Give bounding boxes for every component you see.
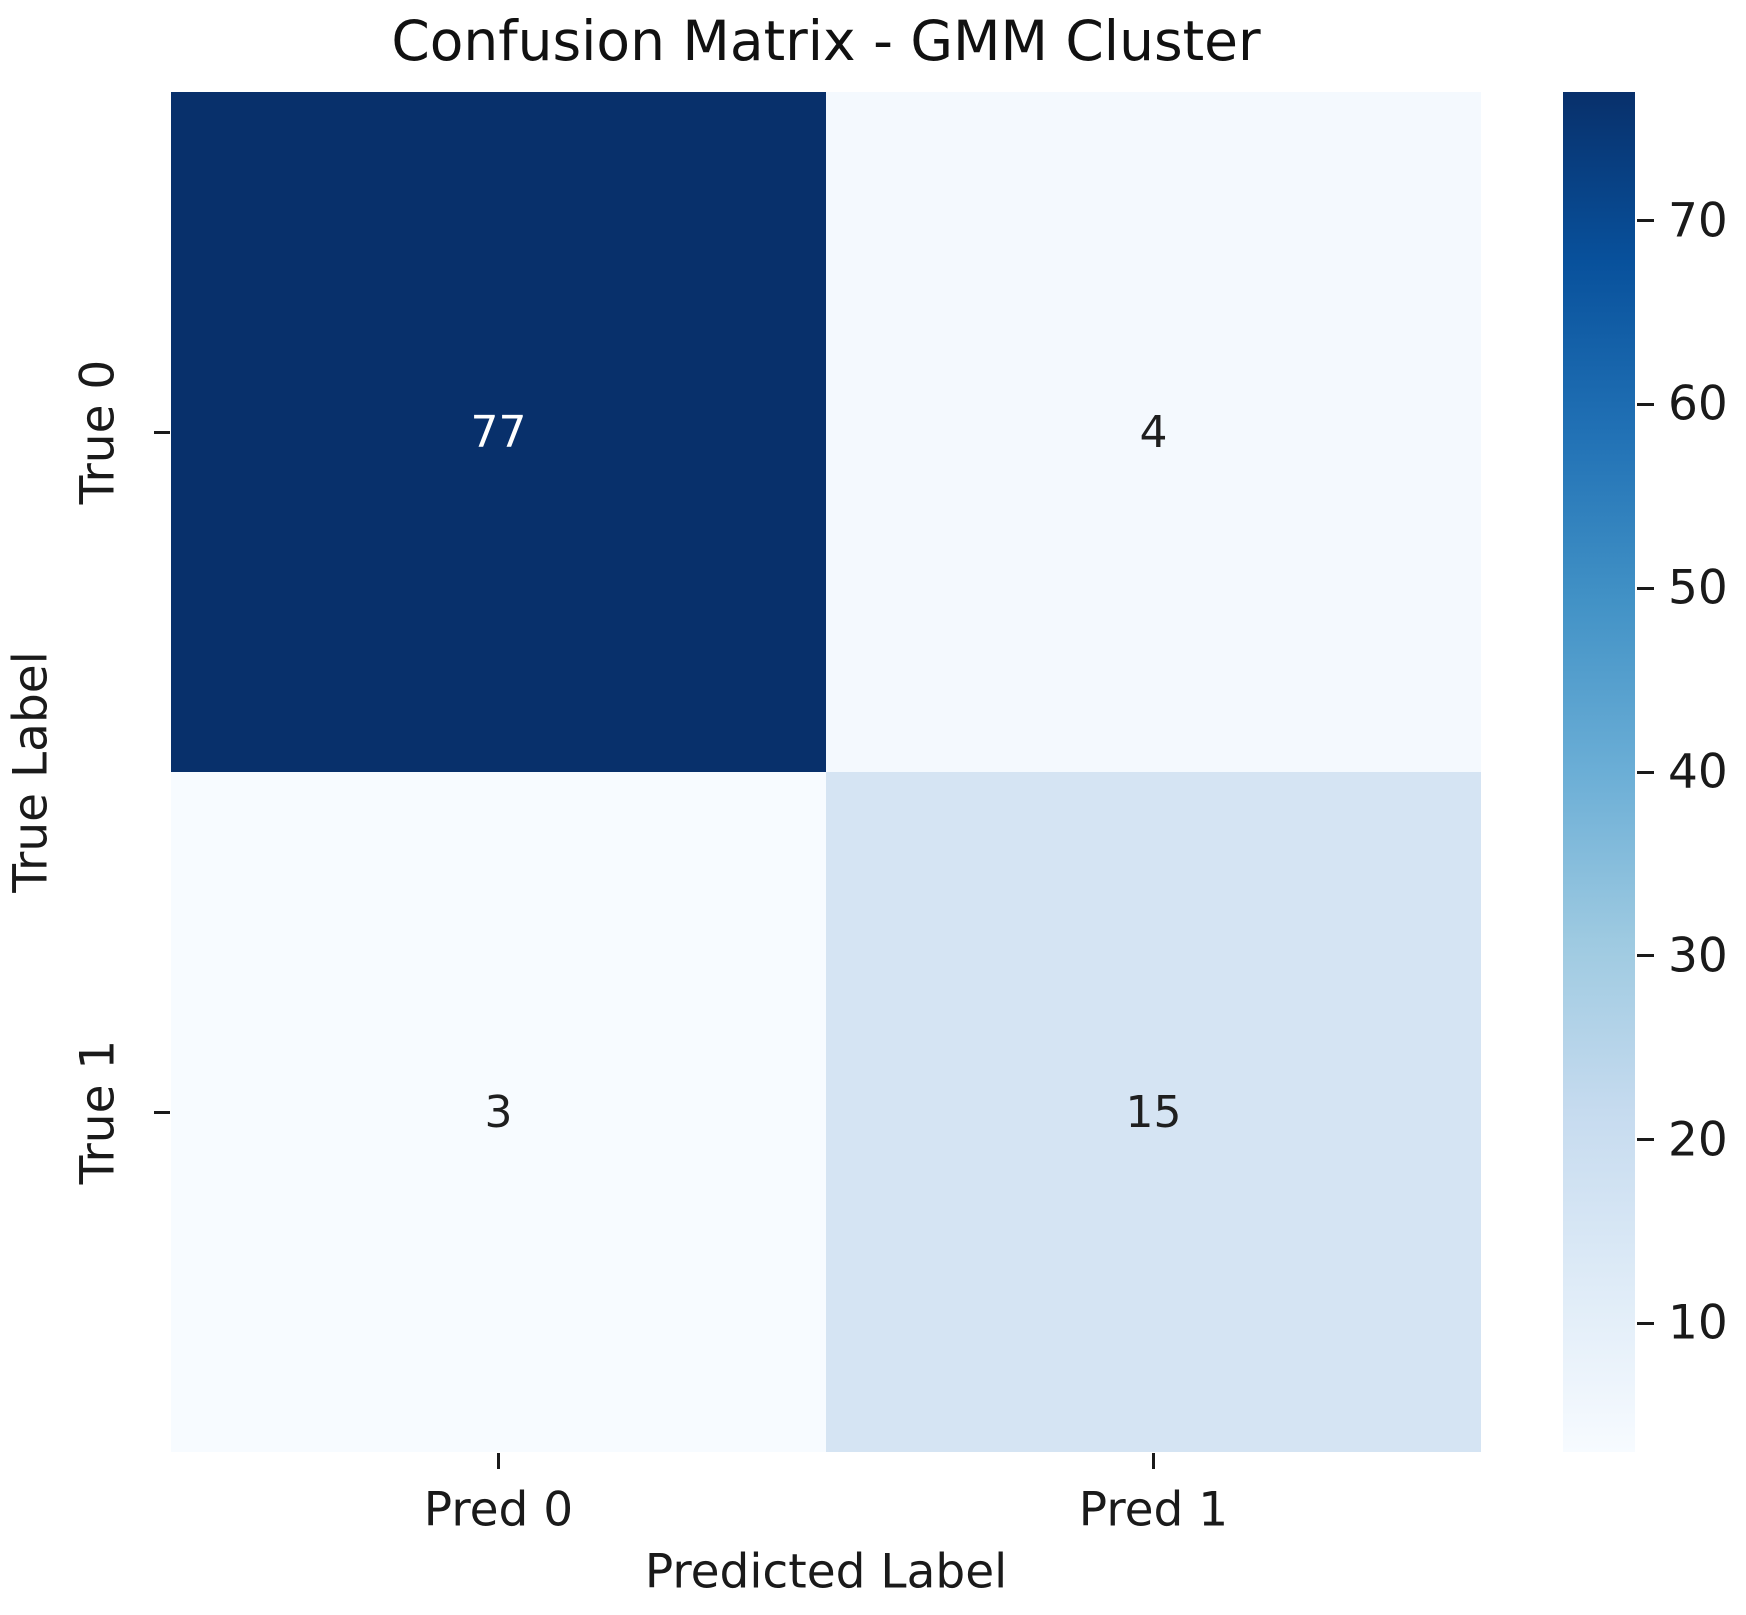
colorbar-tickmark	[1637, 219, 1654, 223]
y-axis-label: True Label	[3, 651, 59, 893]
heatmap-cell-r1c1: 15	[826, 772, 1481, 1452]
colorbar: 70 60 50 40 30 20 10	[1563, 92, 1728, 1452]
y-axis-tick-label: True 0	[70, 359, 126, 505]
y-axis-tick-label: True 1	[70, 1039, 126, 1185]
x-axis-tickmark	[1152, 1453, 1155, 1469]
heatmap-cell-r0c0: 77	[171, 92, 826, 772]
x-axis-tickmark	[497, 1453, 500, 1469]
y-axis-tickmark	[154, 430, 170, 434]
colorbar-tick-label: 50	[1668, 560, 1728, 616]
x-axis-tick-label: Pred 0	[423, 1482, 574, 1538]
colorbar-tick-label: 70	[1668, 193, 1728, 249]
colorbar-tick-label: 10	[1668, 1295, 1728, 1351]
colorbar-tickmark	[1637, 1138, 1654, 1142]
x-axis-tick-label: Pred 1	[1078, 1482, 1229, 1538]
colorbar-tickmark	[1637, 1321, 1654, 1325]
y-axis-tickmark	[154, 1110, 170, 1114]
colorbar-tick-label: 60	[1668, 376, 1728, 432]
chart-title: Confusion Matrix - GMM Cluster	[391, 9, 1261, 73]
colorbar-tickmark	[1637, 586, 1654, 590]
heatmap-grid: 77 4 3 15	[171, 92, 1481, 1452]
colorbar-gradient	[1563, 92, 1635, 1452]
colorbar-tickmark	[1637, 770, 1654, 774]
heatmap-cell-r1c0: 3	[171, 772, 826, 1452]
heatmap-cell-r0c1: 4	[826, 92, 1481, 772]
colorbar-tick-label: 30	[1668, 928, 1728, 984]
colorbar-tickmark	[1637, 402, 1654, 406]
colorbar-tick-label: 40	[1668, 744, 1728, 800]
colorbar-tickmark	[1637, 954, 1654, 958]
colorbar-tick-label: 20	[1668, 1112, 1728, 1168]
x-axis-label: Predicted Label	[644, 1544, 1008, 1600]
